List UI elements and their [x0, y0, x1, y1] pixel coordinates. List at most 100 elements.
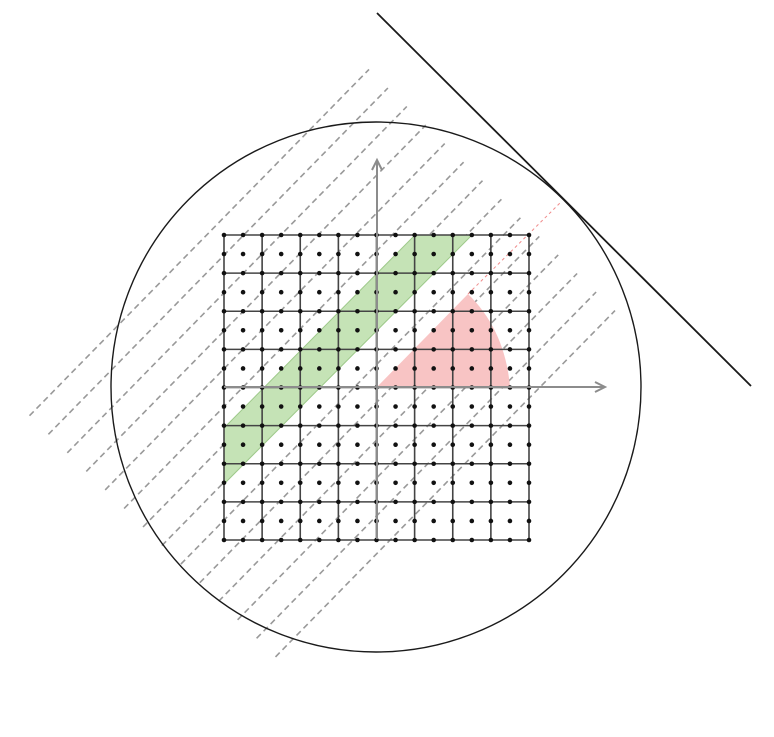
lattice-node: [393, 232, 398, 238]
lattice-node: [469, 499, 475, 505]
lattice-node: [450, 518, 456, 524]
lattice-node: [240, 499, 246, 505]
lattice-node: [450, 347, 456, 352]
lattice-node: [297, 442, 303, 447]
lattice-node: [259, 442, 265, 447]
lattice-node: [278, 461, 284, 467]
lattice-node: [412, 289, 417, 295]
coordinate-axes: [224, 157, 608, 539]
lattice-node: [240, 518, 246, 524]
lattice-node: [336, 270, 341, 276]
x-axis-arrowhead: [594, 381, 608, 393]
dashed-hyperplane: [104, 143, 446, 491]
lattice-node: [393, 518, 398, 524]
lattice-node: [450, 289, 456, 295]
lattice-node: [221, 308, 227, 314]
lattice-node: [469, 442, 475, 447]
lattice-node: [355, 423, 360, 428]
dashed-hyperplane: [237, 272, 578, 621]
lattice-node: [336, 366, 341, 371]
lattice-node: [278, 518, 284, 524]
lattice-node: [488, 480, 494, 486]
lattice-node: [221, 232, 227, 238]
lattice-node: [317, 366, 322, 371]
lattice-node: [507, 461, 513, 467]
sector-diagonal-ray: [467, 202, 561, 295]
dashed-hyperplane: [47, 87, 389, 435]
lattice-node: [393, 404, 398, 409]
lattice-node: [297, 308, 303, 314]
lattice-node: [240, 328, 246, 333]
lattice-node: [450, 480, 456, 486]
lattice-node: [412, 328, 417, 333]
lattice-node: [507, 232, 513, 238]
lattice-node: [526, 423, 532, 428]
lattice-node: [355, 442, 360, 447]
lattice-node: [507, 480, 513, 486]
lattice-node: [278, 480, 284, 486]
lattice-node: [240, 423, 246, 428]
lattice-node: [431, 308, 436, 314]
lattice-node: [259, 289, 265, 295]
tangent-line: [376, 12, 752, 387]
red-sector: [377, 294, 510, 387]
lattice-node: [259, 308, 265, 314]
dashed-hyperplane: [180, 217, 521, 565]
lattice-node: [355, 347, 360, 352]
lattice-node: [431, 461, 436, 467]
lattice-node: [355, 404, 360, 409]
lattice-node: [336, 232, 341, 238]
lattice-node: [431, 366, 436, 371]
lattice-node: [526, 442, 532, 447]
lattice-node: [355, 289, 360, 295]
lattice-node: [221, 423, 227, 428]
lattice-node: [431, 347, 436, 352]
lattice-node: [278, 347, 284, 352]
lattice-node: [240, 289, 246, 295]
lattice-node: [450, 308, 456, 314]
lattice-node: [431, 328, 436, 333]
lattice-node: [336, 518, 341, 524]
lattice-node: [355, 461, 360, 467]
lattice-node: [297, 347, 303, 352]
lattice-node: [221, 347, 227, 352]
lattice-node: [278, 251, 284, 257]
lattice-node: [259, 347, 265, 352]
bounding-circle: [110, 121, 642, 653]
lattice-node: [431, 232, 436, 238]
lattice-node: [259, 232, 265, 238]
lattice-node: [317, 270, 322, 276]
lattice-node: [507, 537, 513, 543]
lattice-node: [507, 289, 513, 295]
lattice-node: [393, 289, 398, 295]
lattice-node: [469, 270, 475, 276]
lattice-node: [355, 328, 360, 333]
lattice-node: [507, 518, 513, 524]
lattice-node: [297, 404, 303, 409]
lattice-node: [355, 499, 360, 505]
lattice-node: [317, 308, 322, 314]
lattice-node: [355, 308, 360, 314]
lattice-node: [393, 537, 398, 543]
lattice-node: [240, 232, 246, 238]
lattice-node: [412, 347, 417, 352]
lattice-node: [278, 366, 284, 371]
lattice-node: [469, 232, 475, 238]
lattice-node: [221, 270, 227, 276]
lattice-node: [240, 308, 246, 314]
lattice-node: [526, 480, 532, 486]
lattice-node: [336, 308, 341, 314]
lattice-node: [297, 251, 303, 257]
lattice-node: [431, 251, 436, 257]
lattice-node: [336, 347, 341, 352]
lattice-node: [450, 270, 456, 276]
lattice-node: [259, 404, 265, 409]
lattice-node: [355, 251, 360, 257]
lattice-node: [412, 480, 417, 486]
lattice-node: [355, 537, 360, 543]
lattice-node: [240, 366, 246, 371]
lattice-node: [412, 442, 417, 447]
lattice-node: [431, 480, 436, 486]
lattice-node: [412, 537, 417, 543]
